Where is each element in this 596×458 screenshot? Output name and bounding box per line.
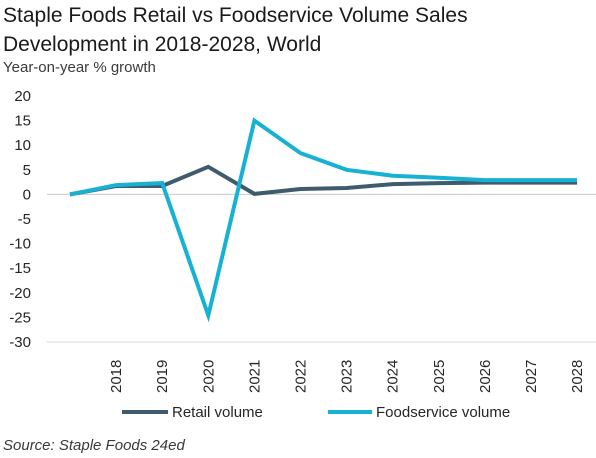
series-line-foodservice-volume	[69, 117, 578, 323]
x-tick-label: 2028	[569, 360, 586, 393]
x-tick-label: 2024	[385, 360, 402, 393]
x-tick-label: 2019	[154, 360, 171, 393]
chart-title: Staple Foods Retail vs Foodservice Volum…	[3, 1, 593, 59]
y-axis-label: Year-on-year % growth	[3, 59, 156, 76]
legend: Retail volume Foodservice volume	[122, 404, 510, 421]
y-tick-label: 15	[14, 113, 31, 130]
y-tick-label: -20	[9, 285, 31, 302]
x-tick-label: 2026	[477, 360, 494, 393]
source-note: Source: Staple Foods 24ed	[3, 437, 185, 454]
y-tick-label: 10	[14, 137, 31, 154]
y-tick-label: 5	[23, 162, 31, 179]
legend-label-retail-volume: Retail volume	[172, 404, 263, 421]
x-tick-label: 2022	[293, 360, 310, 393]
x-tick-label: 2021	[246, 360, 263, 393]
y-tick-label: -5	[18, 211, 31, 228]
series-layer	[69, 117, 578, 323]
x-tick-label: 2027	[523, 360, 540, 393]
y-tick-label: 20	[14, 88, 31, 105]
chart-title-line-2: Development in 2018-2028, World	[3, 33, 322, 56]
x-tick-label: 2023	[339, 360, 356, 393]
axis-layer: 20 15 10 5 0 -5 -10 -15 -20 -25 -30 2018 2019 2020 202…	[9, 88, 596, 393]
y-tick-label: -10	[9, 236, 31, 253]
legend-label-foodservice-volume: Foodservice volume	[376, 404, 510, 421]
x-tick-label: 2018	[108, 360, 125, 393]
y-tick-label: -30	[9, 334, 31, 351]
y-tick-label: -15	[9, 260, 31, 277]
chart-title-line-1: Staple Foods Retail vs Foodservice Volum…	[3, 4, 468, 27]
series-line-retail-volume	[69, 164, 578, 197]
y-tick-label: 0	[23, 186, 31, 203]
x-tick-label: 2025	[431, 360, 448, 393]
x-tick-label: 2020	[200, 360, 217, 393]
y-tick-label: -25	[9, 309, 31, 326]
